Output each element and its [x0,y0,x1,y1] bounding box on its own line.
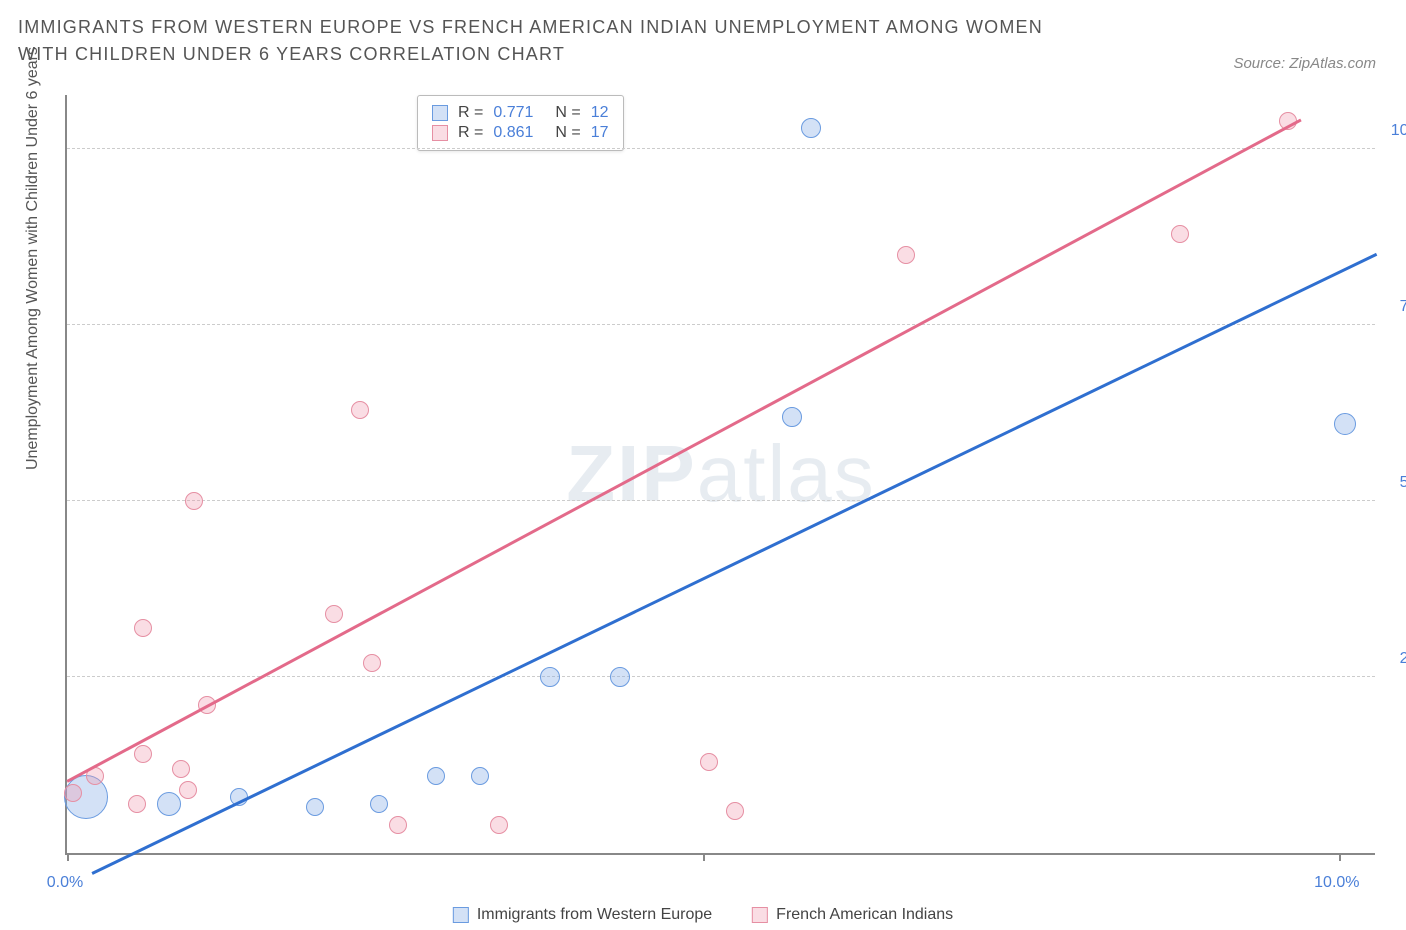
chart-container: IMMIGRANTS FROM WESTERN EUROPE VS FRENCH… [0,0,1406,930]
watermark-light: atlas [697,429,876,518]
data-point-pink [897,246,915,264]
watermark-bold: ZIP [566,429,696,518]
y-axis-label: Unemployment Among Women with Children U… [24,47,42,470]
data-point-blue [370,795,388,813]
data-point-pink [134,745,152,763]
watermark: ZIPatlas [566,428,875,520]
legend-swatch-pink [432,125,448,141]
legend-item-blue: Immigrants from Western Europe [453,906,712,924]
legend-row-pink: R = 0.861 N = 17 [432,124,609,142]
x-tick [703,853,705,861]
data-point-blue [540,667,560,687]
chart-title: IMMIGRANTS FROM WESTERN EUROPE VS FRENCH… [18,14,1068,68]
data-point-blue [427,767,445,785]
data-point-blue [1334,413,1356,435]
data-point-pink [726,802,744,820]
x-tick-label: 0.0% [47,874,83,892]
legend-swatch-blue [432,105,448,121]
data-point-blue [801,118,821,138]
legend-n-label: N = [555,104,580,122]
data-point-pink [700,753,718,771]
gridline-h [67,500,1375,501]
legend-n-value: 12 [591,104,609,122]
legend-n-value: 17 [591,124,609,142]
data-point-pink [185,492,203,510]
data-point-pink [134,619,152,637]
data-point-pink [172,760,190,778]
legend-r-label: R = [458,104,483,122]
data-point-pink [490,816,508,834]
x-tick [1339,853,1341,861]
legend-r-value: 0.771 [493,104,533,122]
trend-line-pink [66,119,1301,783]
legend-r-label: R = [458,124,483,142]
data-point-pink [363,654,381,672]
legend-series: Immigrants from Western Europe French Ame… [453,906,953,924]
data-point-pink [389,816,407,834]
data-point-blue [306,798,324,816]
data-point-pink [1171,225,1189,243]
y-tick-label: 75.0% [1385,298,1406,316]
legend-n-label: N = [555,124,580,142]
legend-row-blue: R = 0.771 N = 12 [432,104,609,122]
legend-series-name: Immigrants from Western Europe [477,906,712,924]
legend-correlation-box: R = 0.771 N = 12 R = 0.861 N = 17 [417,95,624,151]
data-point-blue [782,407,802,427]
y-tick-label: 50.0% [1385,474,1406,492]
data-point-blue [157,792,181,816]
y-tick-label: 100.0% [1385,122,1406,140]
data-point-pink [351,401,369,419]
y-tick-label: 25.0% [1385,650,1406,668]
data-point-pink [128,795,146,813]
source-label: Source: ZipAtlas.com [1233,55,1376,72]
data-point-pink [64,784,82,802]
data-point-pink [325,605,343,623]
legend-item-pink: French American Indians [752,906,953,924]
data-point-blue [610,667,630,687]
legend-swatch-blue [453,907,469,923]
gridline-h [67,324,1375,325]
plot-area: ZIPatlas R = 0.771N = 12R = 0.861N = 17 … [65,95,1375,855]
gridline-h [67,148,1375,149]
trend-line-blue [92,252,1378,874]
data-point-blue [471,767,489,785]
x-tick-label: 10.0% [1314,874,1359,892]
x-tick [67,853,69,861]
legend-swatch-pink [752,907,768,923]
data-point-pink [179,781,197,799]
legend-r-value: 0.861 [493,124,533,142]
legend-series-name: French American Indians [776,906,953,924]
